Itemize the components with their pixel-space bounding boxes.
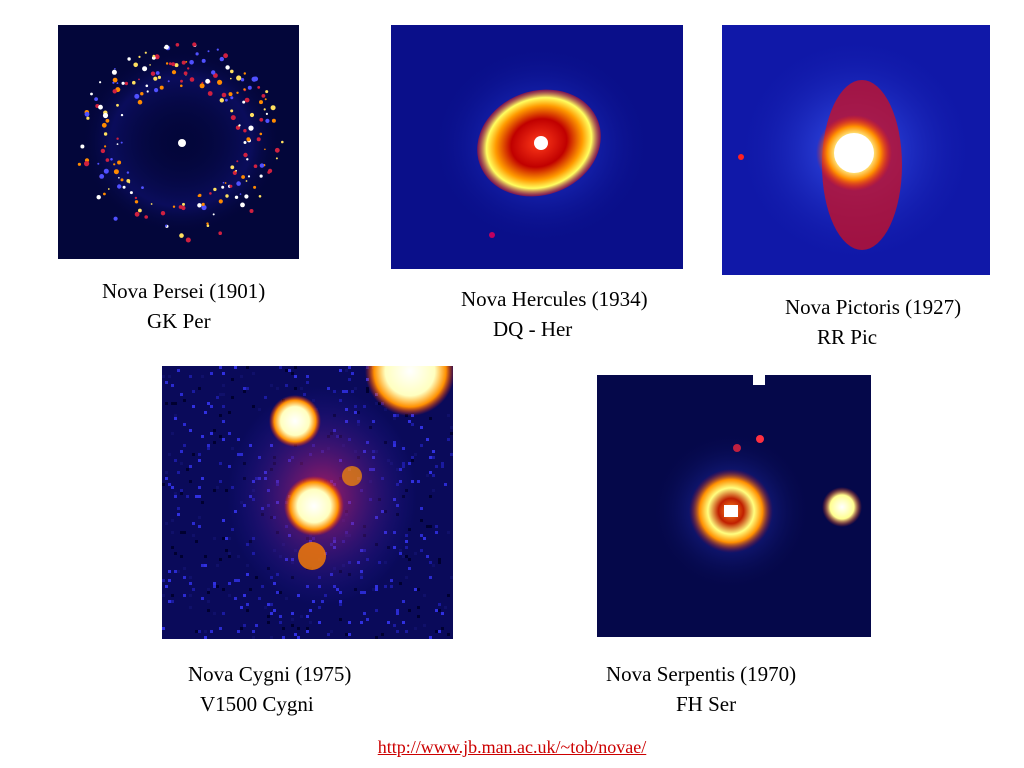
caption-name: Nova Pictoris (1927) <box>785 295 962 319</box>
caption-nova-serpentis: Nova Serpentis (1970) FH Ser <box>606 659 796 719</box>
caption-designation: GK Per <box>147 309 211 333</box>
caption-name: Nova Persei (1901) <box>102 279 266 303</box>
nova-hercules-image <box>391 25 683 269</box>
caption-nova-persei: Nova Persei (1901) GK Per <box>102 276 265 336</box>
caption-name: Nova Cygni (1975) <box>188 662 352 686</box>
nova-serpentis-image <box>597 375 871 637</box>
caption-nova-cygni: Nova Cygni (1975) V1500 Cygni <box>188 659 351 719</box>
caption-nova-pictoris: Nova Pictoris (1927) RR Pic <box>785 292 961 352</box>
caption-designation: V1500 Cygni <box>200 692 314 716</box>
source-link[interactable]: http://www.jb.man.ac.uk/~tob/novae/ <box>377 737 647 757</box>
caption-nova-hercules: Nova Hercules (1934) DQ - Her <box>461 284 648 344</box>
caption-name: Nova Hercules (1934) <box>461 287 648 311</box>
nova-cygni-image <box>162 366 453 639</box>
caption-designation: RR Pic <box>817 325 878 349</box>
caption-name: Nova Serpentis (1970) <box>606 662 797 686</box>
nova-persei-image <box>58 25 299 259</box>
caption-designation: DQ - Her <box>493 317 573 341</box>
caption-designation: FH Ser <box>676 692 737 716</box>
nova-pictoris-image <box>722 25 990 275</box>
